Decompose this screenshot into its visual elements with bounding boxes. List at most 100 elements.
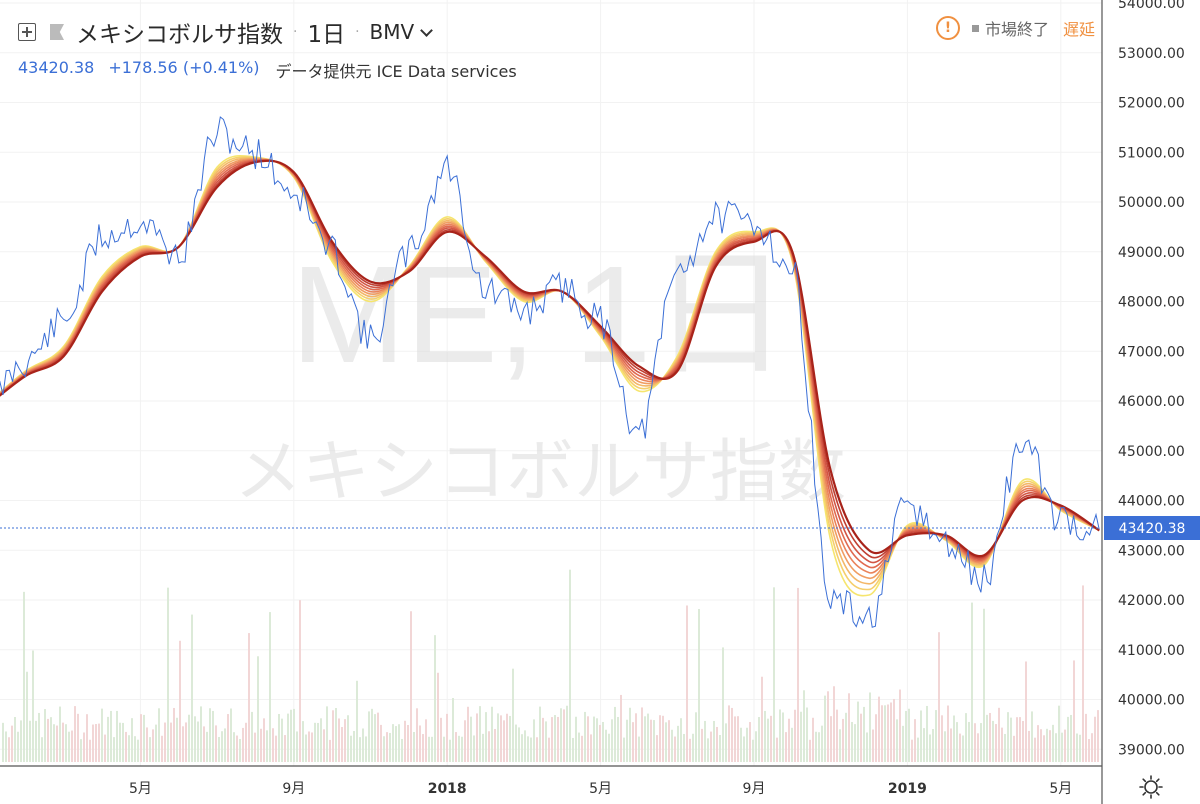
- delay-label[interactable]: 遅延: [1062, 20, 1095, 39]
- volume-bar: [314, 722, 316, 762]
- volume-bar: [803, 690, 805, 762]
- volume-bar: [824, 695, 826, 762]
- volume-bar: [470, 716, 472, 762]
- volume-bar: [656, 735, 658, 762]
- resolution-label[interactable]: 1日: [307, 22, 346, 48]
- time-tick-label: 5月: [589, 781, 612, 797]
- volume-bar: [371, 708, 373, 762]
- price-scale[interactable]: 54000.00 53000.00 52000.00 51000.00 50000.00…: [1118, 0, 1185, 758]
- volume-bar: [989, 712, 991, 762]
- volume-bar: [533, 719, 535, 762]
- volume-bar: [539, 706, 541, 762]
- volume-bar: [161, 735, 163, 762]
- volume-bar: [1001, 727, 1003, 762]
- volume-bar: [302, 721, 304, 762]
- flag-icon: [50, 24, 64, 40]
- volume-bar: [50, 717, 52, 762]
- volume-bar: [404, 720, 406, 762]
- volume-bar: [413, 731, 415, 762]
- volume-bar: [401, 738, 403, 762]
- ma-ribbon-line: [0, 159, 1100, 558]
- volume-bar: [899, 689, 901, 762]
- volume-bar: [1019, 717, 1021, 762]
- volume-bar: [521, 734, 523, 762]
- volume-bar: [665, 722, 667, 762]
- volume-bar: [380, 724, 382, 762]
- volume-bar: [677, 725, 679, 762]
- volume-bar: [773, 587, 775, 762]
- watermark: ME, 1日 メキシコボルサ指数: [234, 238, 846, 512]
- volume-bar: [410, 611, 412, 762]
- volume-bar: [995, 724, 997, 762]
- volume-bars: [2, 569, 1099, 762]
- volume-bar: [53, 724, 55, 762]
- last-price-tag-label: 43420.38: [1119, 521, 1186, 537]
- volume-bar: [941, 715, 943, 762]
- volume-bar: [458, 735, 460, 762]
- volume-bar: [290, 709, 292, 762]
- volume-bar: [668, 720, 670, 762]
- last-price-tag: [1104, 516, 1200, 540]
- warning-icon[interactable]: !: [935, 16, 960, 40]
- time-scale[interactable]: 5月 9月 2018 5月 9月 2019 5月: [129, 781, 1072, 797]
- volume-bar: [611, 719, 613, 762]
- volume-bar: [848, 693, 850, 762]
- volume-bar: [14, 716, 16, 762]
- volume-bar: [107, 716, 109, 762]
- exchange-dropdown[interactable]: BMV: [369, 20, 434, 44]
- compare-symbol-button[interactable]: [18, 23, 36, 41]
- volume-bar: [230, 708, 232, 762]
- volume-bar: [617, 716, 619, 762]
- volume-bar: [704, 720, 706, 762]
- ma-ribbon: [0, 154, 1100, 597]
- volume-bar: [446, 713, 448, 762]
- volume-bar: [680, 718, 682, 762]
- volume-bar: [734, 716, 736, 762]
- volume-bar: [905, 710, 907, 762]
- volume-bar: [500, 715, 502, 762]
- volume-bar: [830, 716, 832, 762]
- volume-bar: [47, 718, 49, 762]
- volume-bar: [1097, 710, 1099, 762]
- last-price-value: 43420.38: [18, 58, 95, 77]
- volume-bar: [716, 726, 718, 762]
- market-status: ! 市場終了 遅延: [935, 16, 1095, 40]
- volume-bar: [641, 707, 643, 762]
- price-tick-label: 53000.00: [1118, 46, 1185, 62]
- price-tick-label: 44000.00: [1118, 494, 1185, 510]
- volume-bar: [131, 718, 133, 762]
- volume-bar: [749, 722, 751, 762]
- volume-bar: [56, 725, 58, 762]
- volume-bar: [83, 732, 85, 762]
- volume-bar: [188, 714, 190, 762]
- volume-bar: [485, 712, 487, 762]
- time-tick-label: 9月: [282, 781, 305, 797]
- watermark-name: メキシコボルサ指数: [234, 433, 846, 512]
- volume-bar: [935, 710, 937, 762]
- volume-bar: [587, 716, 589, 762]
- volume-bar: [1091, 733, 1093, 762]
- volume-bar: [692, 733, 694, 762]
- volume-bar: [794, 709, 796, 762]
- volume-bar: [440, 717, 442, 762]
- volume-bar: [1037, 725, 1039, 762]
- volume-bar: [353, 731, 355, 762]
- volume-bar: [740, 727, 742, 762]
- volume-bar: [566, 705, 568, 762]
- volume-bar: [5, 731, 7, 762]
- volume-bar: [173, 707, 175, 762]
- volume-bar: [536, 737, 538, 762]
- volume-bar: [578, 732, 580, 762]
- volume-bar: [488, 731, 490, 762]
- exchange-label: BMV: [369, 20, 415, 44]
- volume-bar: [962, 735, 964, 762]
- market-status-label: 市場終了: [984, 20, 1049, 39]
- volume-bar: [374, 714, 376, 762]
- volume-bar: [257, 656, 259, 762]
- volume-bar: [1040, 729, 1042, 762]
- volume-bar: [662, 715, 664, 762]
- volume-bar: [464, 720, 466, 762]
- volume-bar: [1007, 712, 1009, 762]
- gear-icon[interactable]: [1138, 774, 1164, 800]
